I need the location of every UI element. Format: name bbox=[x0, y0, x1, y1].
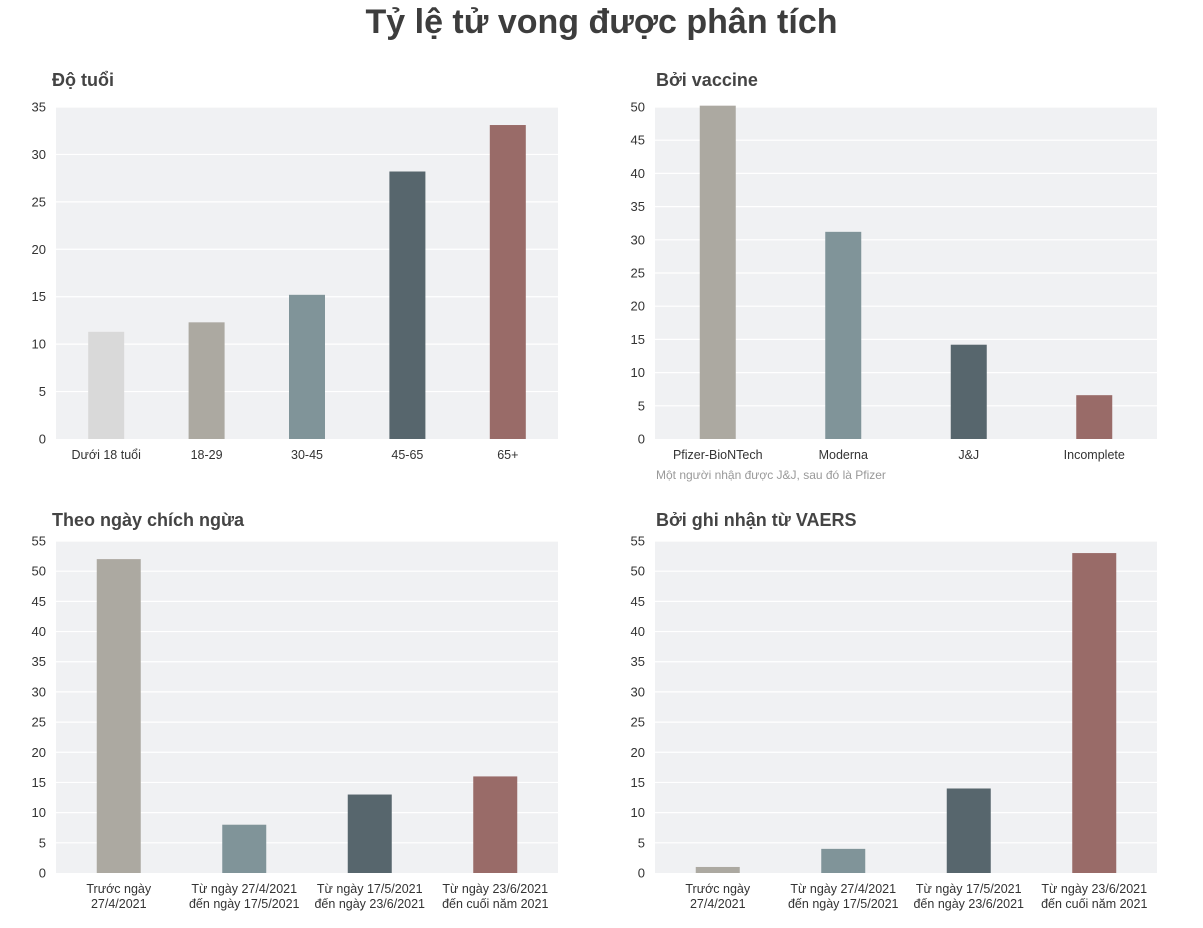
chart-title: Độ tuổi bbox=[52, 70, 114, 90]
y-tick-label: 20 bbox=[631, 299, 645, 314]
bar bbox=[950, 344, 987, 439]
bar bbox=[347, 794, 392, 873]
y-tick-label: 50 bbox=[32, 564, 46, 579]
x-tick-label: Trước ngày 27/4/2021 bbox=[86, 882, 151, 911]
chart-panel-age: Độ tuổi 0 5 10 15 20 25 30 35 Dưới 18 tuổi 18-29 3… bbox=[0, 68, 600, 478]
bar bbox=[289, 294, 325, 439]
x-tick-label: Incomplete bbox=[1064, 448, 1125, 462]
y-tick-label: 35 bbox=[631, 654, 645, 669]
bar bbox=[96, 559, 141, 873]
y-tick-label: 50 bbox=[631, 100, 645, 115]
bar bbox=[88, 331, 125, 439]
bar-chart-vaccine: 0 5 10 15 20 25 30 35 40 45 50 Pfizer-BioNTech Moder… bbox=[631, 100, 1157, 462]
bar bbox=[825, 231, 862, 439]
bar bbox=[946, 788, 991, 873]
y-tick-label: 15 bbox=[631, 775, 645, 790]
page-title: Tỷ lệ tử vong được phân tích bbox=[365, 3, 838, 41]
x-tick-label: Moderna bbox=[819, 448, 868, 462]
bar bbox=[222, 824, 267, 873]
y-tick-label: 10 bbox=[32, 337, 46, 352]
y-tick-label: 20 bbox=[32, 745, 46, 760]
y-tick-label: 10 bbox=[32, 805, 46, 820]
y-tick-label: 40 bbox=[631, 624, 645, 639]
y-tick-label: 0 bbox=[39, 866, 46, 881]
y-tick-label: 30 bbox=[32, 684, 46, 699]
y-tick-label: 45 bbox=[32, 594, 46, 609]
x-tick-label: 30-45 bbox=[291, 448, 323, 462]
x-tick-label: Dưới 18 tuổi bbox=[72, 448, 141, 462]
bar bbox=[821, 848, 866, 873]
y-tick-label: 5 bbox=[638, 398, 645, 413]
y-tick-label: 25 bbox=[32, 194, 46, 209]
bar bbox=[1072, 553, 1117, 873]
y-tick-label: 50 bbox=[631, 564, 645, 579]
bar-chart-vaers: 0 5 10 15 20 25 30 35 40 45 50 55 Trước ngày 27/4/202… bbox=[631, 534, 1157, 911]
bar bbox=[473, 776, 518, 873]
y-tick-label: 30 bbox=[32, 147, 46, 162]
y-tick-label: 15 bbox=[32, 289, 46, 304]
chart-footnote: Một người nhận được J&J, sau đó là Pfize… bbox=[656, 468, 886, 482]
y-tick-label: 5 bbox=[638, 835, 645, 850]
bar-chart-age: 0 5 10 15 20 25 30 35 Dưới 18 tuổi 18-29 30-45 45-6… bbox=[32, 100, 558, 462]
x-tick-label: Từ ngày 17/5/2021 đến ngày 23/6/2021 bbox=[913, 882, 1024, 911]
y-tick-label: 25 bbox=[631, 715, 645, 730]
y-tick-label: 45 bbox=[631, 133, 645, 148]
y-tick-label: 20 bbox=[32, 242, 46, 257]
chart-panel-vaccination-date: Theo ngày chích ngừa 0 5 10 15 20 25 30 35 40 45 5… bbox=[0, 508, 600, 928]
bar-chart-vaccination-date: 0 5 10 15 20 25 30 35 40 45 50 55 Trước ngày 27/4/202… bbox=[32, 534, 558, 911]
y-tick-label: 35 bbox=[32, 100, 46, 115]
chart-title: Theo ngày chích ngừa bbox=[52, 510, 245, 530]
y-tick-label: 35 bbox=[32, 654, 46, 669]
chart-panel-vaccine: Bởi vaccine 0 5 10 15 20 25 30 35 40 45 50 Pfizer-B… bbox=[600, 68, 1203, 488]
x-tick-label: Từ ngày 27/4/2021 đến ngày 17/5/2021 bbox=[189, 882, 300, 911]
y-tick-label: 5 bbox=[39, 384, 46, 399]
x-tick-label: Từ ngày 17/5/2021 đến ngày 23/6/2021 bbox=[314, 882, 425, 911]
y-tick-label: 30 bbox=[631, 684, 645, 699]
y-tick-label: 15 bbox=[32, 775, 46, 790]
chart-title: Bởi ghi nhận từ VAERS bbox=[656, 510, 857, 530]
x-tick-label: Từ ngày 23/6/2021 đến cuối năm 2021 bbox=[442, 882, 548, 911]
y-tick-label: 25 bbox=[32, 715, 46, 730]
bar bbox=[695, 866, 740, 873]
x-tick-label: Từ ngày 23/6/2021 đến cuối năm 2021 bbox=[1041, 882, 1147, 911]
bar bbox=[389, 171, 426, 439]
x-tick-label: Trước ngày 27/4/2021 bbox=[685, 882, 750, 911]
x-tick-label: Từ ngày 27/4/2021 đến ngày 17/5/2021 bbox=[788, 882, 899, 911]
y-tick-label: 5 bbox=[39, 835, 46, 850]
y-tick-label: 40 bbox=[631, 166, 645, 181]
y-tick-label: 55 bbox=[631, 534, 645, 549]
bar bbox=[699, 105, 736, 439]
x-tick-label: 18-29 bbox=[191, 448, 223, 462]
x-tick-label: 45-65 bbox=[391, 448, 423, 462]
y-tick-label: 30 bbox=[631, 232, 645, 247]
bar bbox=[188, 322, 225, 439]
y-tick-label: 45 bbox=[631, 594, 645, 609]
y-tick-label: 0 bbox=[638, 432, 645, 447]
y-tick-label: 20 bbox=[631, 745, 645, 760]
y-tick-label: 55 bbox=[32, 534, 46, 549]
y-tick-label: 10 bbox=[631, 365, 645, 380]
bar bbox=[1076, 395, 1113, 439]
y-tick-label: 10 bbox=[631, 805, 645, 820]
x-tick-label: 65+ bbox=[497, 448, 518, 462]
y-tick-label: 0 bbox=[39, 432, 46, 447]
y-tick-label: 25 bbox=[631, 266, 645, 281]
x-tick-label: J&J bbox=[958, 448, 979, 462]
x-tick-label: Pfizer-BioNTech bbox=[673, 448, 763, 462]
chart-title: Bởi vaccine bbox=[656, 70, 758, 90]
y-tick-label: 40 bbox=[32, 624, 46, 639]
chart-panel-vaers: Bởi ghi nhận từ VAERS 0 5 10 15 20 25 30 35 40 45… bbox=[600, 508, 1203, 928]
y-tick-label: 15 bbox=[631, 332, 645, 347]
bar bbox=[489, 125, 526, 439]
y-tick-label: 0 bbox=[638, 866, 645, 881]
y-tick-label: 35 bbox=[631, 199, 645, 214]
